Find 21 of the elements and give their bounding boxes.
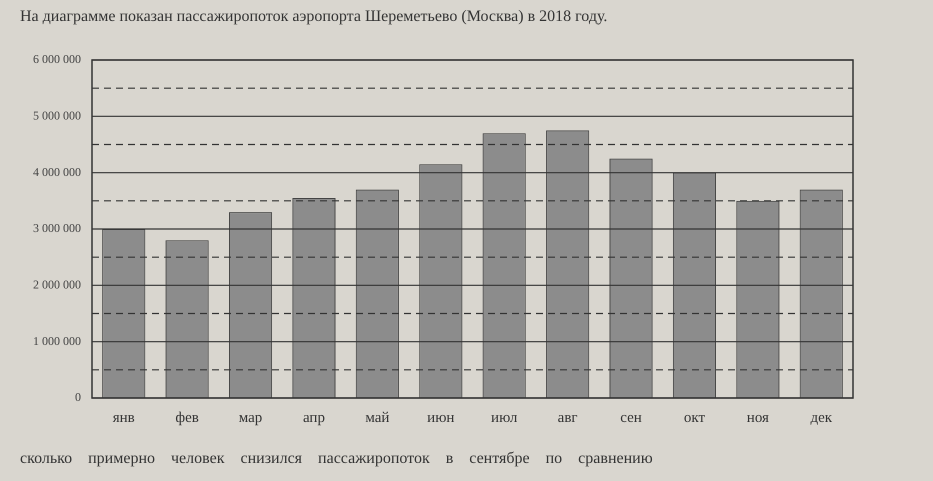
x-tick-label: июн [427,410,454,426]
x-tick-label: окт [684,410,706,426]
x-tick-label: янв [112,410,135,426]
text: сколько примерно человек снизился пассажиропоток в сентябре по сравнению [20,450,653,468]
x-tick-label: фев [175,410,199,426]
x-tick-label: июл [491,410,518,426]
x-tick-label: мар [238,410,262,426]
y-tick-label: 4 000 000 [33,164,81,179]
chart-title: На диаграмме показан пассажиропоток аэропорта Шереметьево (Москва) в 2018 году. [20,8,608,26]
x-tick-label: авг [558,410,578,426]
x-tick-label: май [365,410,390,426]
y-tick-label: 6 000 000 [33,52,81,66]
y-tick-label: 0 [75,390,81,404]
x-tick-label: дек [810,410,833,426]
y-tick-label: 3 000 000 [33,221,81,236]
x-tick-label: апр [302,410,325,426]
x-tick-label: ноя [746,410,770,426]
y-tick-label: 1 000 000 [33,334,81,348]
x-tick-label: сен [620,410,642,426]
y-tick-label: 2 000 000 [33,277,81,292]
y-tick-label: 5 000 000 [33,108,81,122]
